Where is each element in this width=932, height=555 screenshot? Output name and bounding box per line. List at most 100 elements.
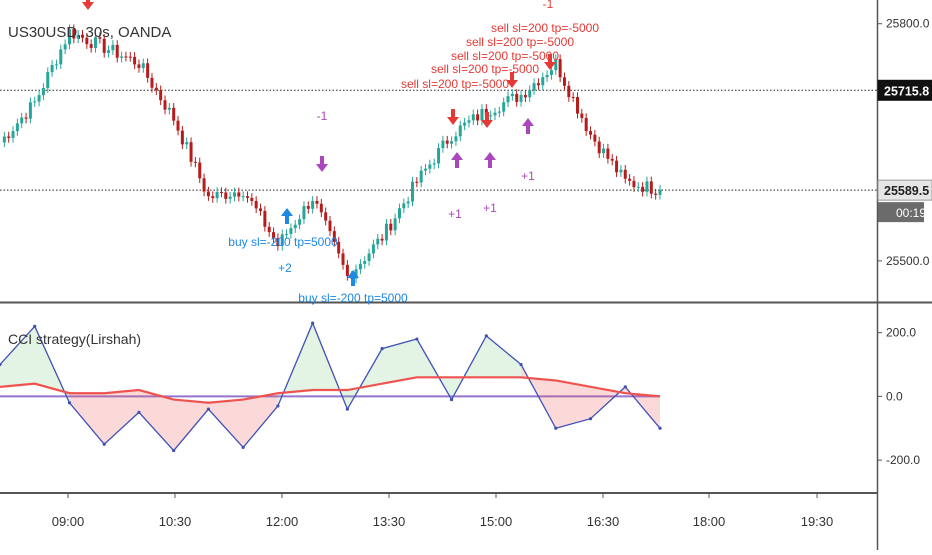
price-candle: [567, 85, 571, 98]
price-candle: [28, 102, 32, 119]
cci-point: [276, 404, 280, 408]
price-candle: [441, 140, 445, 149]
price-candle: [593, 134, 597, 142]
cci-point: [172, 448, 176, 453]
price-candle: [176, 120, 180, 131]
price-candle: [302, 206, 306, 220]
price-candle: [554, 59, 558, 71]
cci-point: [519, 362, 523, 367]
price-candle: [580, 113, 584, 118]
price-candle: [389, 223, 393, 231]
price-candle: [237, 192, 241, 197]
price-candle: [445, 140, 449, 144]
price-candle: [293, 224, 297, 229]
price-candle: [402, 203, 406, 209]
price-candle: [298, 219, 302, 225]
price-candle: [206, 191, 210, 197]
price-candle: [306, 206, 310, 209]
price-candle: [285, 233, 289, 235]
price-candle: [111, 44, 115, 51]
price-candle: [454, 136, 458, 142]
price-candle: [367, 253, 371, 261]
price-tick-label: 25800.0: [886, 17, 930, 31]
cci-fill-segment: [69, 393, 105, 445]
price-candle: [20, 117, 24, 124]
price-candle: [380, 238, 384, 241]
buy-arrow-icon: [347, 270, 359, 286]
cci-point: [311, 321, 315, 325]
cci-point: [33, 324, 37, 328]
cci-point: [137, 410, 141, 414]
price-candle: [397, 208, 401, 219]
price-candle: [576, 97, 579, 114]
price-candle: [415, 181, 419, 183]
sell-arrow-icon: [447, 109, 459, 125]
cci-point: [67, 401, 72, 405]
price-candle: [289, 228, 293, 234]
price-candle: [246, 196, 249, 198]
cci-point: [102, 442, 106, 446]
price-candle: [502, 102, 506, 112]
cci-fill-segment: [243, 393, 278, 448]
price-candle: [85, 37, 89, 45]
price-candle: [654, 193, 658, 195]
cci-fill-segment: [208, 399, 244, 448]
cci-tick-label: 200.0: [886, 326, 916, 340]
price-candle: [81, 34, 84, 38]
countdown-tag: [878, 202, 924, 223]
price-marker-tag: [877, 79, 932, 101]
price-candle: [167, 107, 171, 110]
price-candle: [263, 210, 267, 227]
price-candle: [645, 181, 649, 192]
price-candle: [623, 169, 627, 179]
time-tick-label: 16:30: [587, 514, 620, 529]
price-candle: [489, 115, 493, 117]
price-candle: [597, 141, 601, 154]
price-candle: [254, 200, 258, 209]
cci-point: [206, 407, 211, 411]
price-candle: [328, 220, 332, 232]
exit-arrow-icon: [484, 152, 496, 168]
price-candle: [37, 95, 41, 102]
price-candle: [428, 164, 432, 169]
price-candle: [319, 203, 323, 213]
price-candle: [24, 117, 28, 119]
price-candle: [332, 231, 336, 242]
price-candle: [133, 56, 137, 65]
signal-annotation: -1: [317, 109, 328, 123]
signal-annotation: +1: [448, 207, 462, 221]
cci-point: [380, 347, 384, 351]
price-candle: [480, 108, 484, 121]
price-candle: [536, 83, 540, 86]
cci-fill-segment: [0, 326, 35, 387]
cci-point: [345, 407, 349, 411]
price-candle: [232, 192, 236, 197]
price-candle: [137, 64, 141, 68]
price-candle: [558, 59, 562, 78]
price-candle: [67, 29, 71, 45]
price-marker-label: 25715.8: [884, 84, 929, 98]
price-candle: [363, 260, 367, 264]
price-candle: [610, 158, 614, 161]
price-marker-label: 25589.5: [884, 184, 929, 198]
sell-arrow-icon: [481, 112, 493, 128]
price-candle: [471, 114, 475, 121]
price-candle: [528, 90, 532, 98]
price-candle: [228, 196, 232, 199]
signal-annotation: buy sl=-200 tp=5000: [298, 291, 408, 305]
sell-arrow-icon: [506, 72, 518, 88]
price-candle: [450, 141, 454, 144]
price-candle: [497, 111, 501, 113]
cci-fill-segment: [104, 390, 139, 445]
price-candle: [658, 189, 662, 195]
cci-point: [0, 362, 2, 367]
cci-point: [588, 417, 593, 421]
price-candle: [46, 72, 50, 89]
signal-annotation: buy sl=-200 tp=5000: [228, 235, 338, 249]
price-candle: [154, 87, 158, 91]
price-candle: [224, 192, 228, 199]
cci-line: [0, 321, 661, 452]
price-candle: [33, 101, 37, 103]
